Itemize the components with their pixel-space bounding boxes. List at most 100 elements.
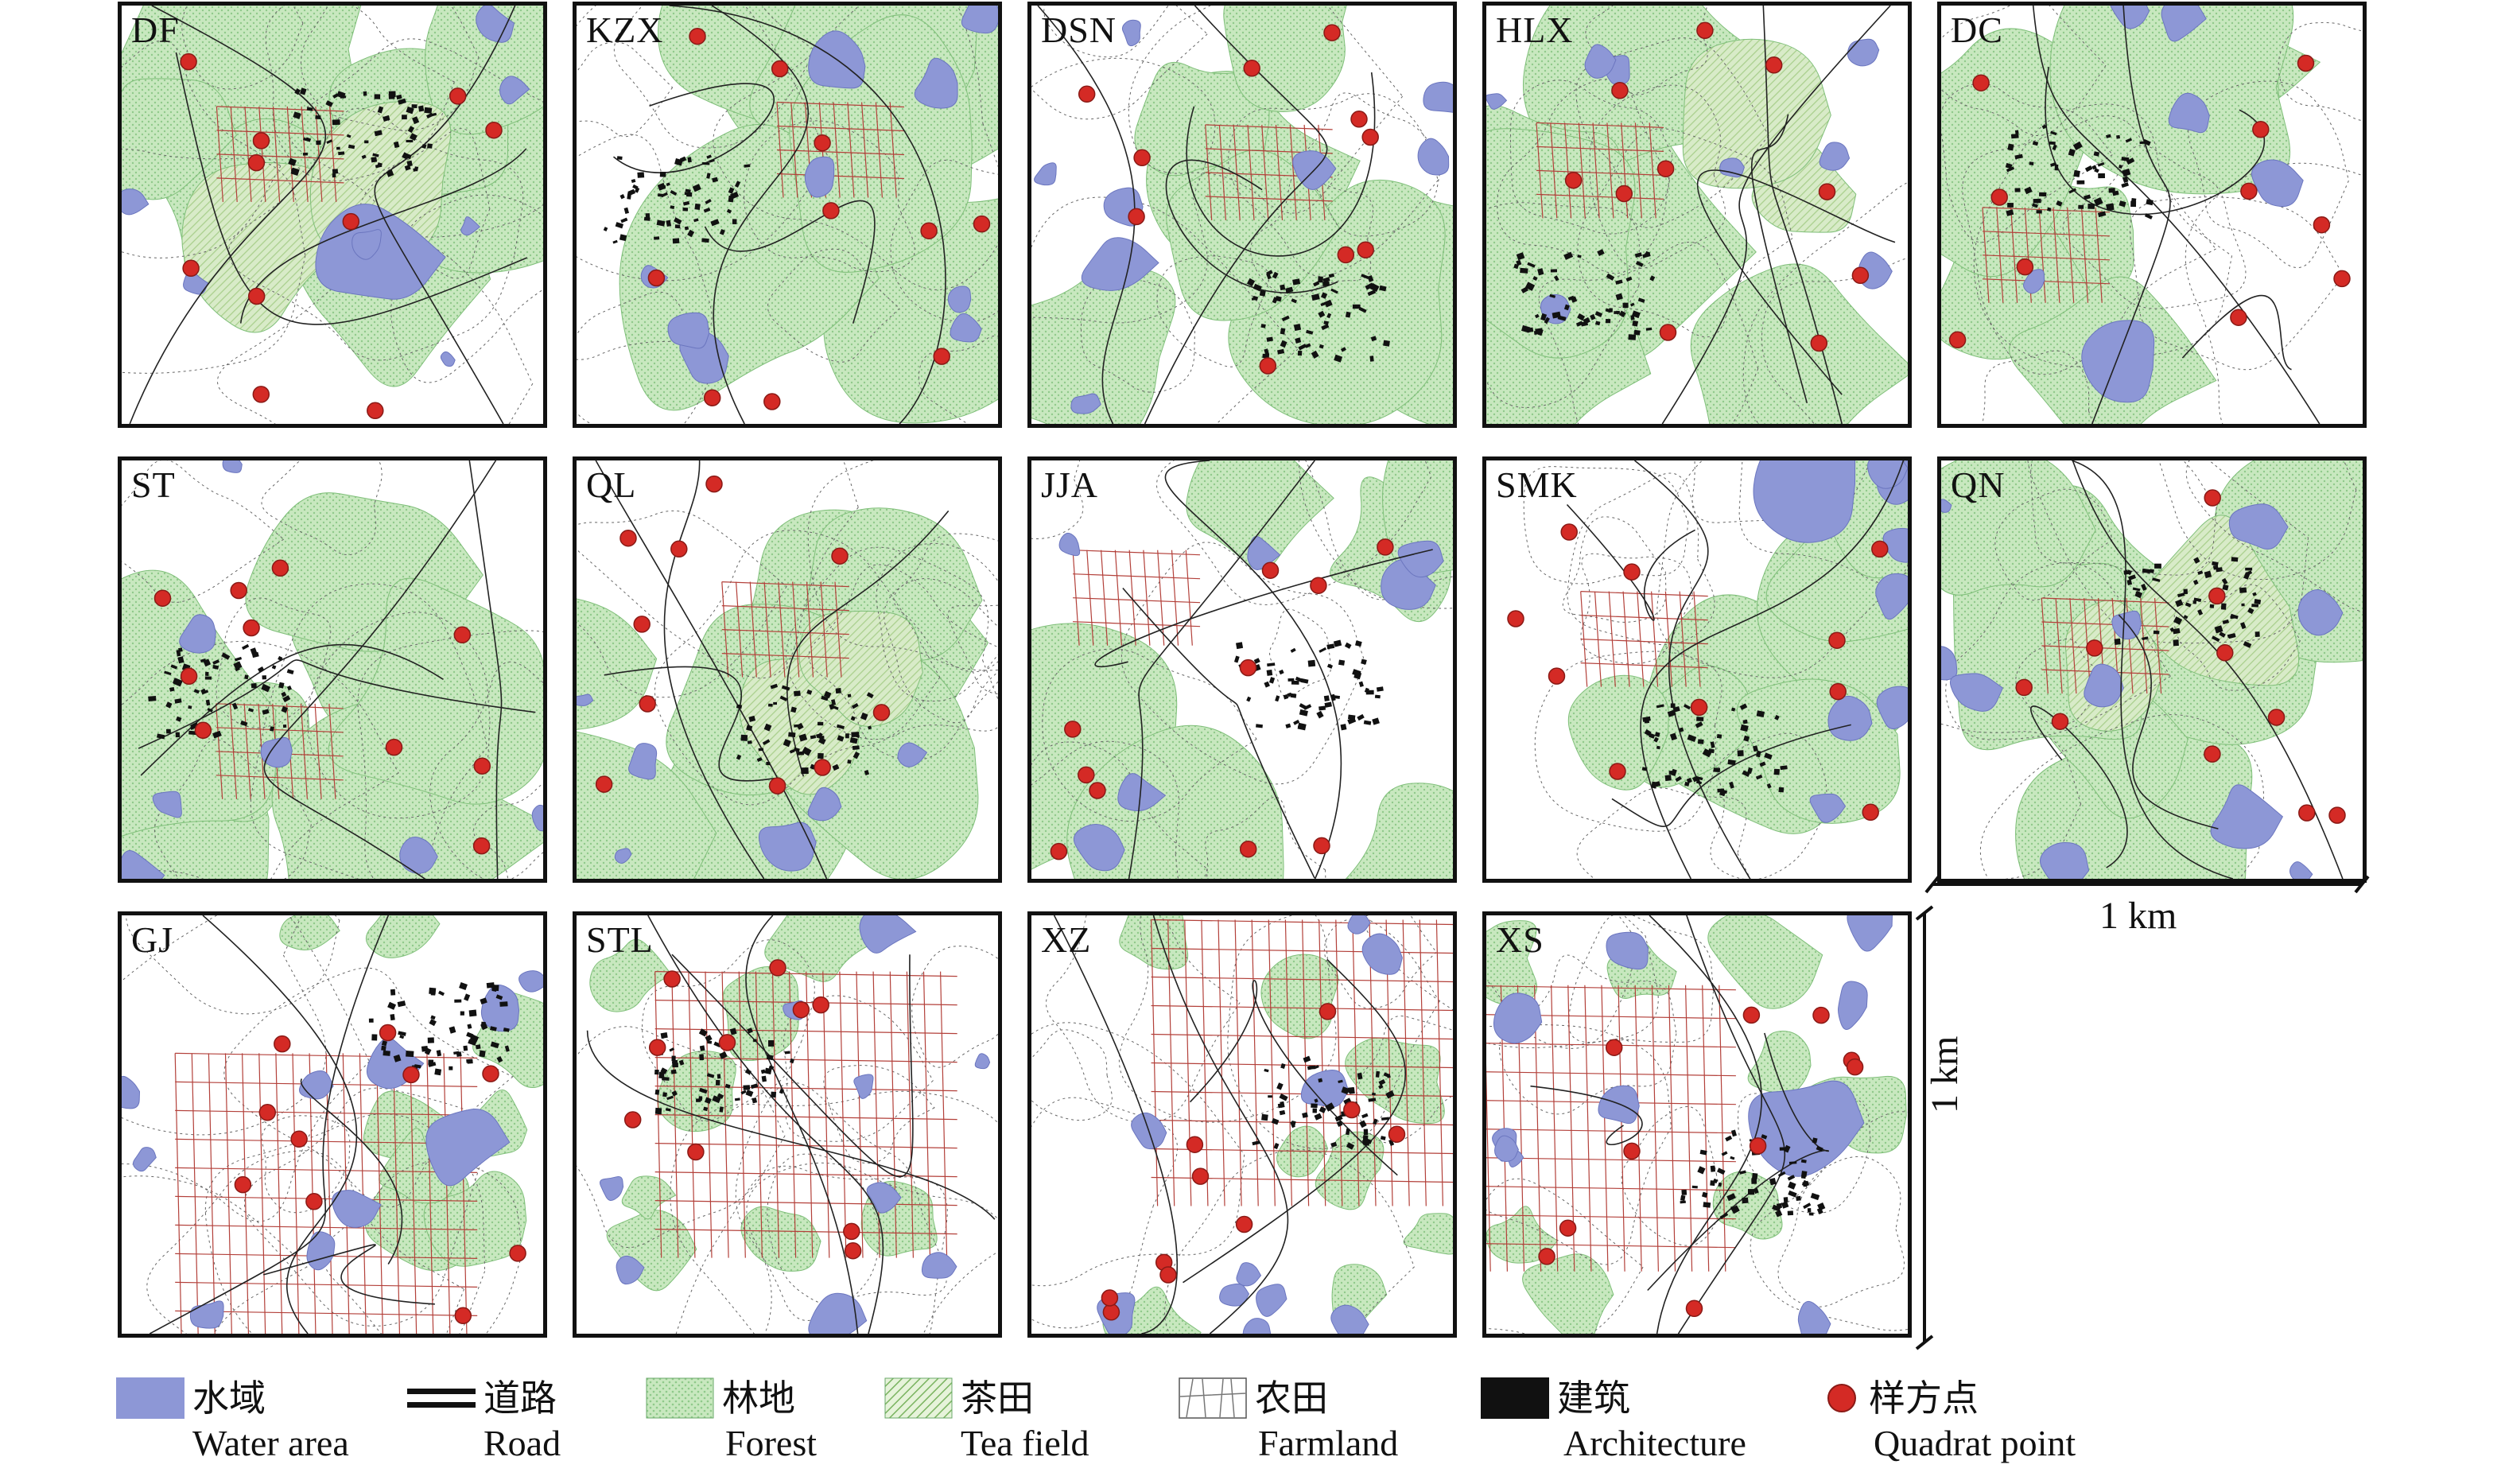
quadrat-point — [449, 87, 467, 105]
contour-line — [223, 967, 514, 1208]
water-area — [1606, 931, 1649, 970]
contour-line — [823, 1065, 935, 1164]
water-area — [1875, 573, 1908, 620]
quadrat-point — [822, 202, 840, 219]
map-panel-graphic — [1941, 6, 2363, 424]
quadrat-point — [1089, 782, 1106, 799]
quadrat-point — [1810, 334, 1828, 352]
contour-line — [767, 1153, 881, 1306]
quadrat-point — [639, 695, 656, 713]
quadrat-point — [1243, 60, 1260, 77]
map-panel-qn: QN — [1937, 456, 2367, 883]
panel-label: JJA — [1041, 464, 1099, 505]
water-area — [2023, 269, 2045, 294]
legend-label-en: Architecture — [1563, 1423, 1746, 1463]
contour-line — [1621, 1106, 1722, 1246]
water-area — [460, 216, 480, 236]
forest-area — [577, 598, 658, 730]
architecture — [736, 683, 874, 775]
quadrat-point — [1357, 241, 1374, 258]
quadrat-point — [1191, 1167, 1210, 1185]
quadrat-point — [670, 540, 688, 558]
quadrat-point — [230, 581, 247, 600]
panel-label: SMK — [1496, 464, 1578, 505]
architecture — [1513, 249, 1656, 340]
road — [140, 643, 444, 776]
contour-line — [654, 530, 941, 806]
scale-bar-horizontal-line — [1924, 875, 2370, 894]
road — [1677, 915, 1786, 1334]
quadrat-point — [1623, 1142, 1641, 1160]
quadrat-point — [2216, 644, 2234, 662]
water-area — [667, 312, 710, 349]
road — [1566, 503, 1695, 621]
water-area — [614, 848, 632, 864]
panel-label: GJ — [131, 919, 174, 960]
road — [1530, 1085, 1643, 1146]
map-panel-ql: QL — [573, 456, 1002, 883]
quadrat-point — [1186, 1136, 1204, 1153]
contour-line — [1042, 648, 1257, 822]
quadrat-point — [2313, 216, 2331, 234]
water-area — [1330, 1304, 1369, 1334]
water-area — [1598, 1085, 1640, 1125]
water-area — [914, 57, 958, 109]
contour-line — [1576, 787, 1751, 879]
quadrat-point — [1310, 577, 1327, 594]
farmland — [1072, 550, 1201, 646]
water-area — [1347, 915, 1371, 934]
road — [671, 954, 914, 1178]
contour-line — [1031, 1097, 1178, 1329]
quadrat-point — [2015, 678, 2033, 697]
water-area — [2289, 861, 2313, 879]
quadrat-point — [1133, 149, 1151, 167]
farmland — [216, 106, 344, 202]
road — [1640, 460, 1905, 879]
water-area — [1719, 157, 1745, 178]
quadrat-point — [1319, 1003, 1337, 1020]
water-area — [2081, 320, 2155, 403]
quadrat-point — [1343, 1101, 1361, 1119]
quadrat-point — [1990, 188, 2008, 206]
quadrat-point — [482, 1065, 499, 1082]
quadrat-point — [812, 996, 829, 1014]
contour-line — [911, 946, 998, 1068]
water-area — [499, 76, 530, 105]
water-area — [1493, 993, 1543, 1044]
architecture — [1680, 1129, 1826, 1219]
water-swatch-icon — [116, 1377, 184, 1419]
road — [1189, 980, 1398, 1176]
road — [2118, 614, 2219, 829]
road — [2030, 705, 2128, 868]
water-area — [298, 1070, 334, 1100]
quadrat-point — [1239, 840, 1257, 858]
legend-label-en: Quadrat point — [1874, 1423, 2076, 1463]
contour-line — [1962, 115, 2217, 375]
contour-line — [1031, 740, 1179, 879]
water-area — [616, 1255, 645, 1285]
forest-area — [1345, 783, 1453, 879]
water-area — [2040, 841, 2090, 879]
water-area — [2228, 503, 2289, 550]
quadrat-point — [194, 721, 212, 740]
map-panel-graphic — [577, 915, 998, 1334]
quadrat-points — [647, 27, 991, 410]
quadrat-points — [1507, 523, 1889, 822]
quadrat-point — [1337, 246, 1355, 264]
quadrat-point — [771, 60, 789, 78]
panel-label: QN — [1951, 464, 2006, 505]
quadrat-point — [342, 212, 360, 231]
map-panel-xs: XS — [1482, 911, 1912, 1338]
quadrat-point — [689, 27, 706, 45]
forest-area — [279, 915, 340, 951]
quadrat-point — [1690, 698, 1708, 717]
water-area — [1070, 393, 1101, 414]
map-panel-xz: XZ — [1027, 911, 1457, 1338]
quadrat-point — [1765, 56, 1783, 74]
quadrat-point — [252, 386, 270, 403]
map-panel-graphic — [1486, 915, 1908, 1334]
map-panel-hlx: HLX — [1482, 2, 1912, 428]
quadrat-point — [763, 393, 781, 410]
road — [2072, 460, 2234, 879]
legend-label-cn: 样方点 — [1869, 1377, 1979, 1420]
